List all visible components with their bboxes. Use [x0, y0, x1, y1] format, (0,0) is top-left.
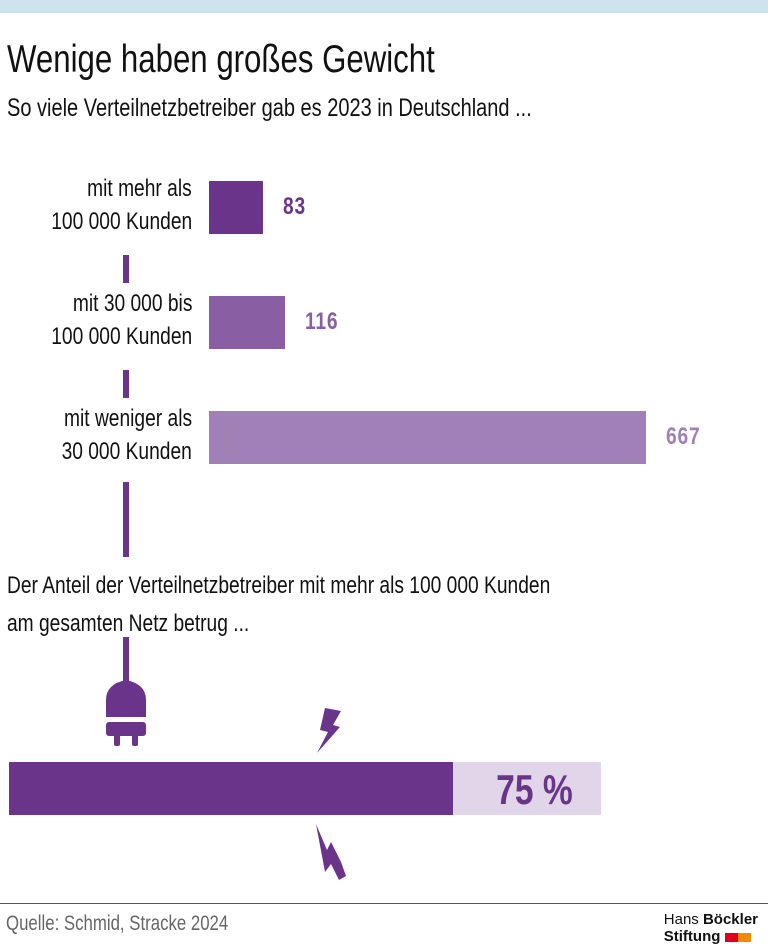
chart-subtitle: So viele Verteilnetzbetreiber gab es 202… — [7, 94, 532, 122]
bar — [209, 411, 646, 464]
bar — [209, 296, 285, 349]
logo-square-orange — [737, 932, 751, 942]
share-bar: 75 % — [9, 762, 601, 815]
top-bar — [0, 0, 768, 13]
lightning-icon — [317, 708, 341, 753]
lightning-icon — [316, 824, 346, 880]
share-value-label: 75 % — [496, 766, 573, 813]
category-label: mit mehr als 100 000 Kunden — [51, 175, 192, 235]
bar — [209, 181, 264, 234]
hans-boeckler-logo: Hans Böckler Stiftung — [663, 911, 758, 945]
share-bar-fill — [9, 762, 453, 815]
connector-line — [123, 482, 129, 557]
connector-line — [123, 637, 129, 682]
logo-square-red — [724, 932, 738, 942]
connector-line — [123, 255, 129, 283]
data-label: 116 — [305, 308, 339, 335]
category-label: mit weniger als 30 000 Kunden — [61, 405, 192, 465]
data-label: 667 — [666, 423, 701, 450]
category-label: mit 30 000 bis 100 000 Kunden — [51, 290, 192, 350]
share-question: Der Anteil der Verteilnetzbetreiber mit … — [7, 572, 551, 637]
connector-line — [123, 370, 129, 398]
source-note: Quelle: Schmid, Stracke 2024 — [6, 912, 229, 935]
data-label: 83 — [283, 193, 307, 220]
footer-divider — [0, 903, 768, 904]
plug-icon — [106, 680, 146, 746]
chart-title: Wenige haben großes Gewicht — [7, 38, 435, 81]
